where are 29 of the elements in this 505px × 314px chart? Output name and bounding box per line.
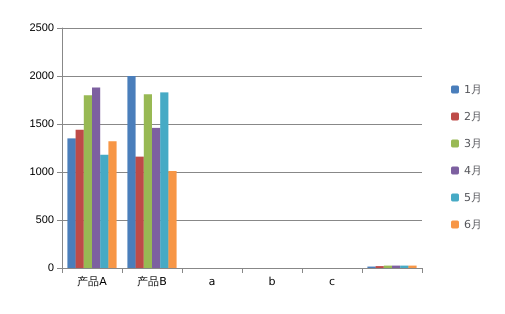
legend-label: 6月 <box>464 218 482 231</box>
y-tick-label: 1500 <box>30 118 54 130</box>
x-tick-label: 产品A <box>77 275 108 288</box>
bar <box>168 171 177 268</box>
bar <box>92 88 100 268</box>
bar <box>136 156 144 268</box>
legend-label: 5月 <box>464 191 482 204</box>
bar <box>100 154 108 268</box>
bar <box>144 94 152 268</box>
x-tick-label: b <box>268 275 276 288</box>
y-tick-label: 1000 <box>30 166 54 178</box>
bar <box>152 128 160 268</box>
y-tick-label: 2500 <box>30 22 54 34</box>
x-tick-label: a <box>208 275 216 288</box>
y-tick-label: 2000 <box>30 70 54 82</box>
x-tick-label: 产品B <box>137 275 167 288</box>
bar <box>76 130 84 268</box>
bar <box>127 76 136 268</box>
legend-label: 4月 <box>464 164 482 177</box>
legend-label: 2月 <box>464 110 482 123</box>
bar <box>160 92 168 268</box>
bar <box>108 141 117 268</box>
y-tick-label: 0 <box>48 262 54 274</box>
bar <box>67 138 76 268</box>
legend-label: 1月 <box>464 83 482 96</box>
x-tick-label: c <box>328 275 336 288</box>
legend-label: 3月 <box>464 137 482 150</box>
bar <box>84 95 92 268</box>
y-tick-label: 500 <box>36 214 54 226</box>
